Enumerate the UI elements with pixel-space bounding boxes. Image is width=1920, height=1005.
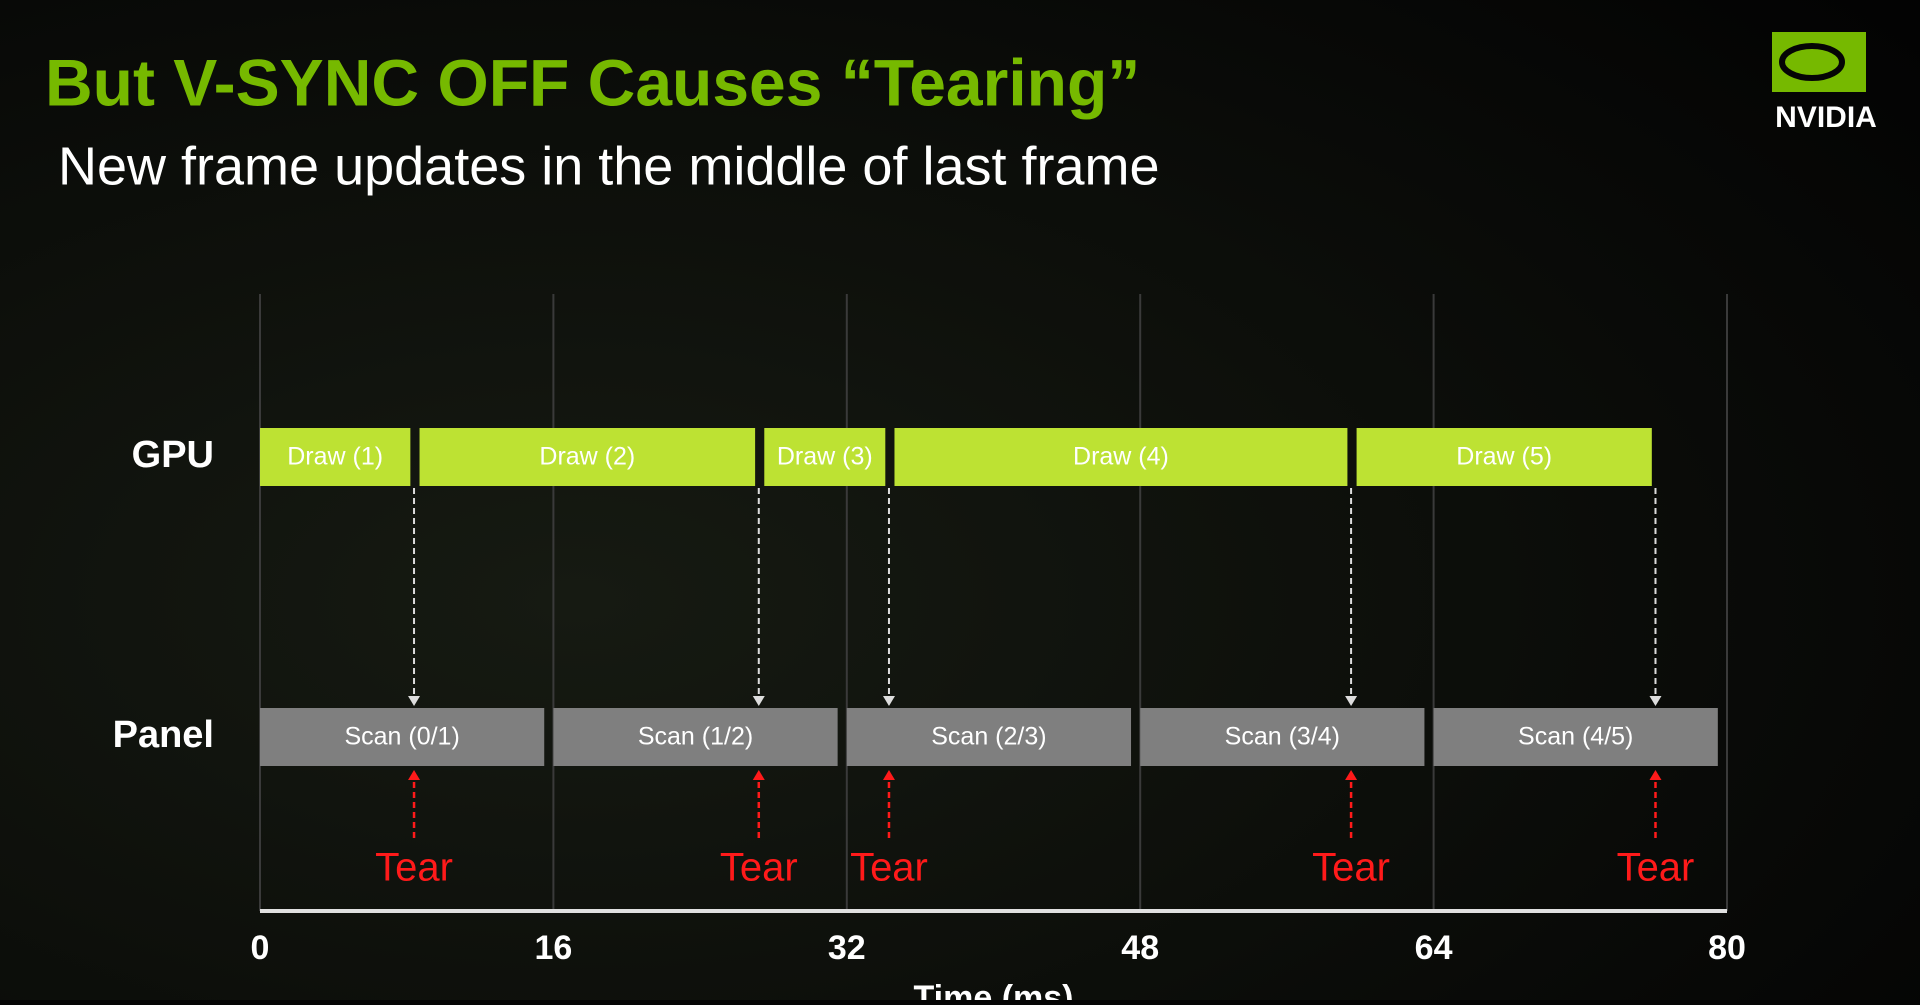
- segment: [1140, 708, 1425, 766]
- x-tick-label: 64: [1415, 929, 1453, 967]
- segment-label: Scan (4/5): [1518, 723, 1633, 751]
- tear-label: Tear: [1312, 846, 1390, 890]
- x-tick-label: 80: [1708, 929, 1746, 967]
- segment: [553, 708, 838, 766]
- tear-label: Tear: [375, 846, 453, 890]
- subtitle: New frame updates in the middle of last …: [58, 136, 1160, 196]
- tear-arrow-head: [408, 770, 421, 780]
- segment-label: Scan (0/1): [344, 723, 459, 751]
- frame-arrow-head: [408, 696, 421, 706]
- logo: NVIDIA: [1772, 32, 1877, 134]
- segment: [764, 428, 886, 486]
- row-label: Panel: [113, 714, 214, 756]
- tear-arrow-head: [752, 770, 765, 780]
- logo-eye: [1779, 43, 1845, 81]
- segment: [846, 708, 1132, 766]
- title: But V-SYNC OFF Causes “Tearing”: [45, 45, 1140, 119]
- segment-label: Draw (2): [539, 443, 635, 471]
- logo-mark: [1772, 32, 1866, 92]
- x-tick-label: 48: [1121, 929, 1159, 967]
- segment: [1356, 428, 1652, 486]
- tear-arrow-head: [1649, 770, 1662, 780]
- row-label: GPU: [132, 434, 214, 476]
- segment: [1433, 708, 1718, 766]
- plot: 0 16 32 48 64 80 Time (ms) GPU Draw (1) Draw (2) D…: [113, 294, 1746, 1005]
- segment-label: Draw (5): [1456, 443, 1552, 471]
- frame-arrow-head: [882, 696, 895, 706]
- logo-text: NVIDIA: [1775, 101, 1877, 134]
- segment-label: Draw (4): [1073, 443, 1169, 471]
- segment: [419, 428, 756, 486]
- tear-label: Tear: [850, 846, 928, 890]
- tear-arrow-head: [1345, 770, 1358, 780]
- x-axis-label: Time (ms): [914, 979, 1074, 1000]
- segment-label: Draw (3): [777, 443, 873, 471]
- tear-label: Tear: [720, 846, 798, 890]
- frame-arrow-head: [1649, 696, 1662, 706]
- frame-arrow-head: [752, 696, 765, 706]
- x-tick-label: 32: [828, 929, 866, 967]
- segment-label: Draw (1): [287, 443, 383, 471]
- segment: [894, 428, 1348, 486]
- segment: [260, 428, 411, 486]
- frame-arrow-head: [1345, 696, 1358, 706]
- segment-label: Scan (3/4): [1225, 723, 1340, 751]
- segment: [260, 708, 545, 766]
- x-tick-label: 16: [534, 929, 572, 967]
- segment-label: Scan (1/2): [638, 723, 753, 751]
- x-tick-label: 0: [251, 929, 270, 967]
- segment-label: Scan (2/3): [931, 723, 1046, 751]
- tear-arrow-head: [882, 770, 895, 780]
- tear-label: Tear: [1617, 846, 1695, 890]
